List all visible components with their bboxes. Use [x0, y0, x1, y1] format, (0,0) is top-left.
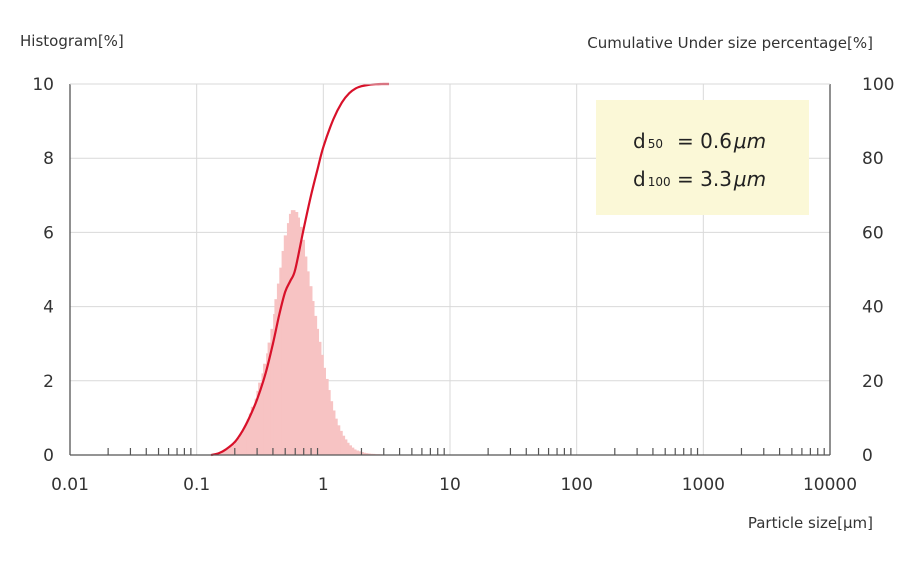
histogram-bar	[263, 363, 268, 455]
x-tick-label: 100	[560, 475, 592, 495]
histogram-bar	[326, 390, 331, 455]
histogram-bar	[321, 367, 326, 455]
d50-value: = 0.6 μm	[677, 129, 766, 153]
y-left-tick-label: 8	[43, 149, 54, 169]
histogram-bar	[333, 418, 338, 455]
y-right-tick-label: 40	[862, 298, 884, 318]
y-left-tick-label: 10	[32, 75, 54, 95]
x-tick-label: 1000	[682, 475, 725, 495]
histogram-bar	[229, 446, 235, 455]
histogram-bar	[316, 341, 322, 455]
y-right-tick-label: 80	[862, 149, 884, 169]
histogram-bar	[267, 342, 273, 455]
x-tick-label: 1	[318, 475, 329, 495]
y-right-tick-label: 0	[862, 446, 873, 466]
histogram-bar	[270, 328, 276, 455]
minor-ticks	[107, 448, 825, 455]
y-left-tick-label: 0	[43, 446, 54, 466]
histogram-bar	[276, 283, 282, 455]
histogram-bar	[226, 448, 232, 455]
histogram-bar	[347, 445, 352, 455]
tick-labels: 0.01 0.1 1 10 100 1000 10000024681002040608010…	[32, 75, 894, 495]
histogram-bar	[309, 301, 315, 455]
d100-eq: = 3.3	[677, 167, 732, 191]
y-left-axis-title: Histogram[%]	[20, 32, 124, 50]
d50-eq: = 0.6	[677, 129, 732, 153]
d100-label: d 100	[633, 167, 671, 191]
histogram-bar	[283, 235, 289, 455]
histogram-bar	[237, 437, 243, 455]
histogram-bar	[314, 328, 320, 455]
d100-value: = 3.3 μm	[677, 167, 766, 191]
histogram-bar	[338, 430, 343, 455]
histogram-bar	[305, 271, 310, 455]
histogram-bars	[212, 210, 390, 455]
y-right-axis-title: Cumulative Under size percentage[%]	[587, 34, 873, 52]
histogram-bar	[356, 451, 362, 455]
cumulative-curve	[210, 82, 390, 457]
histogram-bar	[220, 451, 225, 455]
histogram-bar	[344, 442, 350, 455]
y-left-tick-label: 4	[43, 298, 54, 318]
d50-base: d	[633, 129, 646, 153]
x-tick-label: 10000	[803, 475, 857, 495]
histogram-bar	[258, 382, 263, 455]
y-right-tick-label: 20	[862, 372, 884, 392]
histogram-bar	[328, 401, 334, 455]
y-left-tick-label: 6	[43, 223, 54, 243]
histogram-bar	[335, 425, 341, 455]
stats-note: d 50 = 0.6 μm d 100 = 3.3 μm	[596, 100, 809, 215]
stats-note-background	[596, 100, 809, 215]
histogram-bar	[239, 433, 245, 455]
histogram-bar	[361, 452, 366, 455]
histogram-bar	[354, 450, 359, 455]
d50-label: d 50	[633, 129, 663, 153]
histogram-bar	[223, 450, 228, 455]
histogram-bar	[351, 449, 357, 455]
x-tick-label: 0.01	[51, 475, 89, 495]
d50-unit: μm	[733, 129, 766, 153]
x-tick-label: 0.1	[183, 475, 210, 495]
histogram-bar	[363, 453, 369, 455]
x-axis-title: Particle size[μm]	[748, 514, 873, 532]
histogram-bar	[366, 453, 371, 455]
cumulative-curve-group	[210, 82, 390, 457]
histogram-bar	[274, 299, 280, 455]
histogram-bar	[300, 239, 306, 455]
histogram-bar	[290, 210, 296, 455]
y-left-tick-label: 2	[43, 372, 54, 392]
d50-sub: 50	[648, 137, 663, 151]
y-right-tick-label: 60	[862, 223, 884, 243]
y-right-tick-label: 100	[862, 75, 894, 95]
d100-sub: 100	[648, 175, 671, 189]
histogram-bar	[295, 217, 301, 455]
histogram-bar	[234, 441, 240, 455]
d100-base: d	[633, 167, 646, 191]
x-tick-label: 10	[439, 475, 461, 495]
histogram-bar	[250, 406, 256, 455]
plot-frame	[69, 83, 831, 456]
d100-unit: μm	[733, 167, 766, 191]
histogram-bar	[297, 226, 303, 455]
